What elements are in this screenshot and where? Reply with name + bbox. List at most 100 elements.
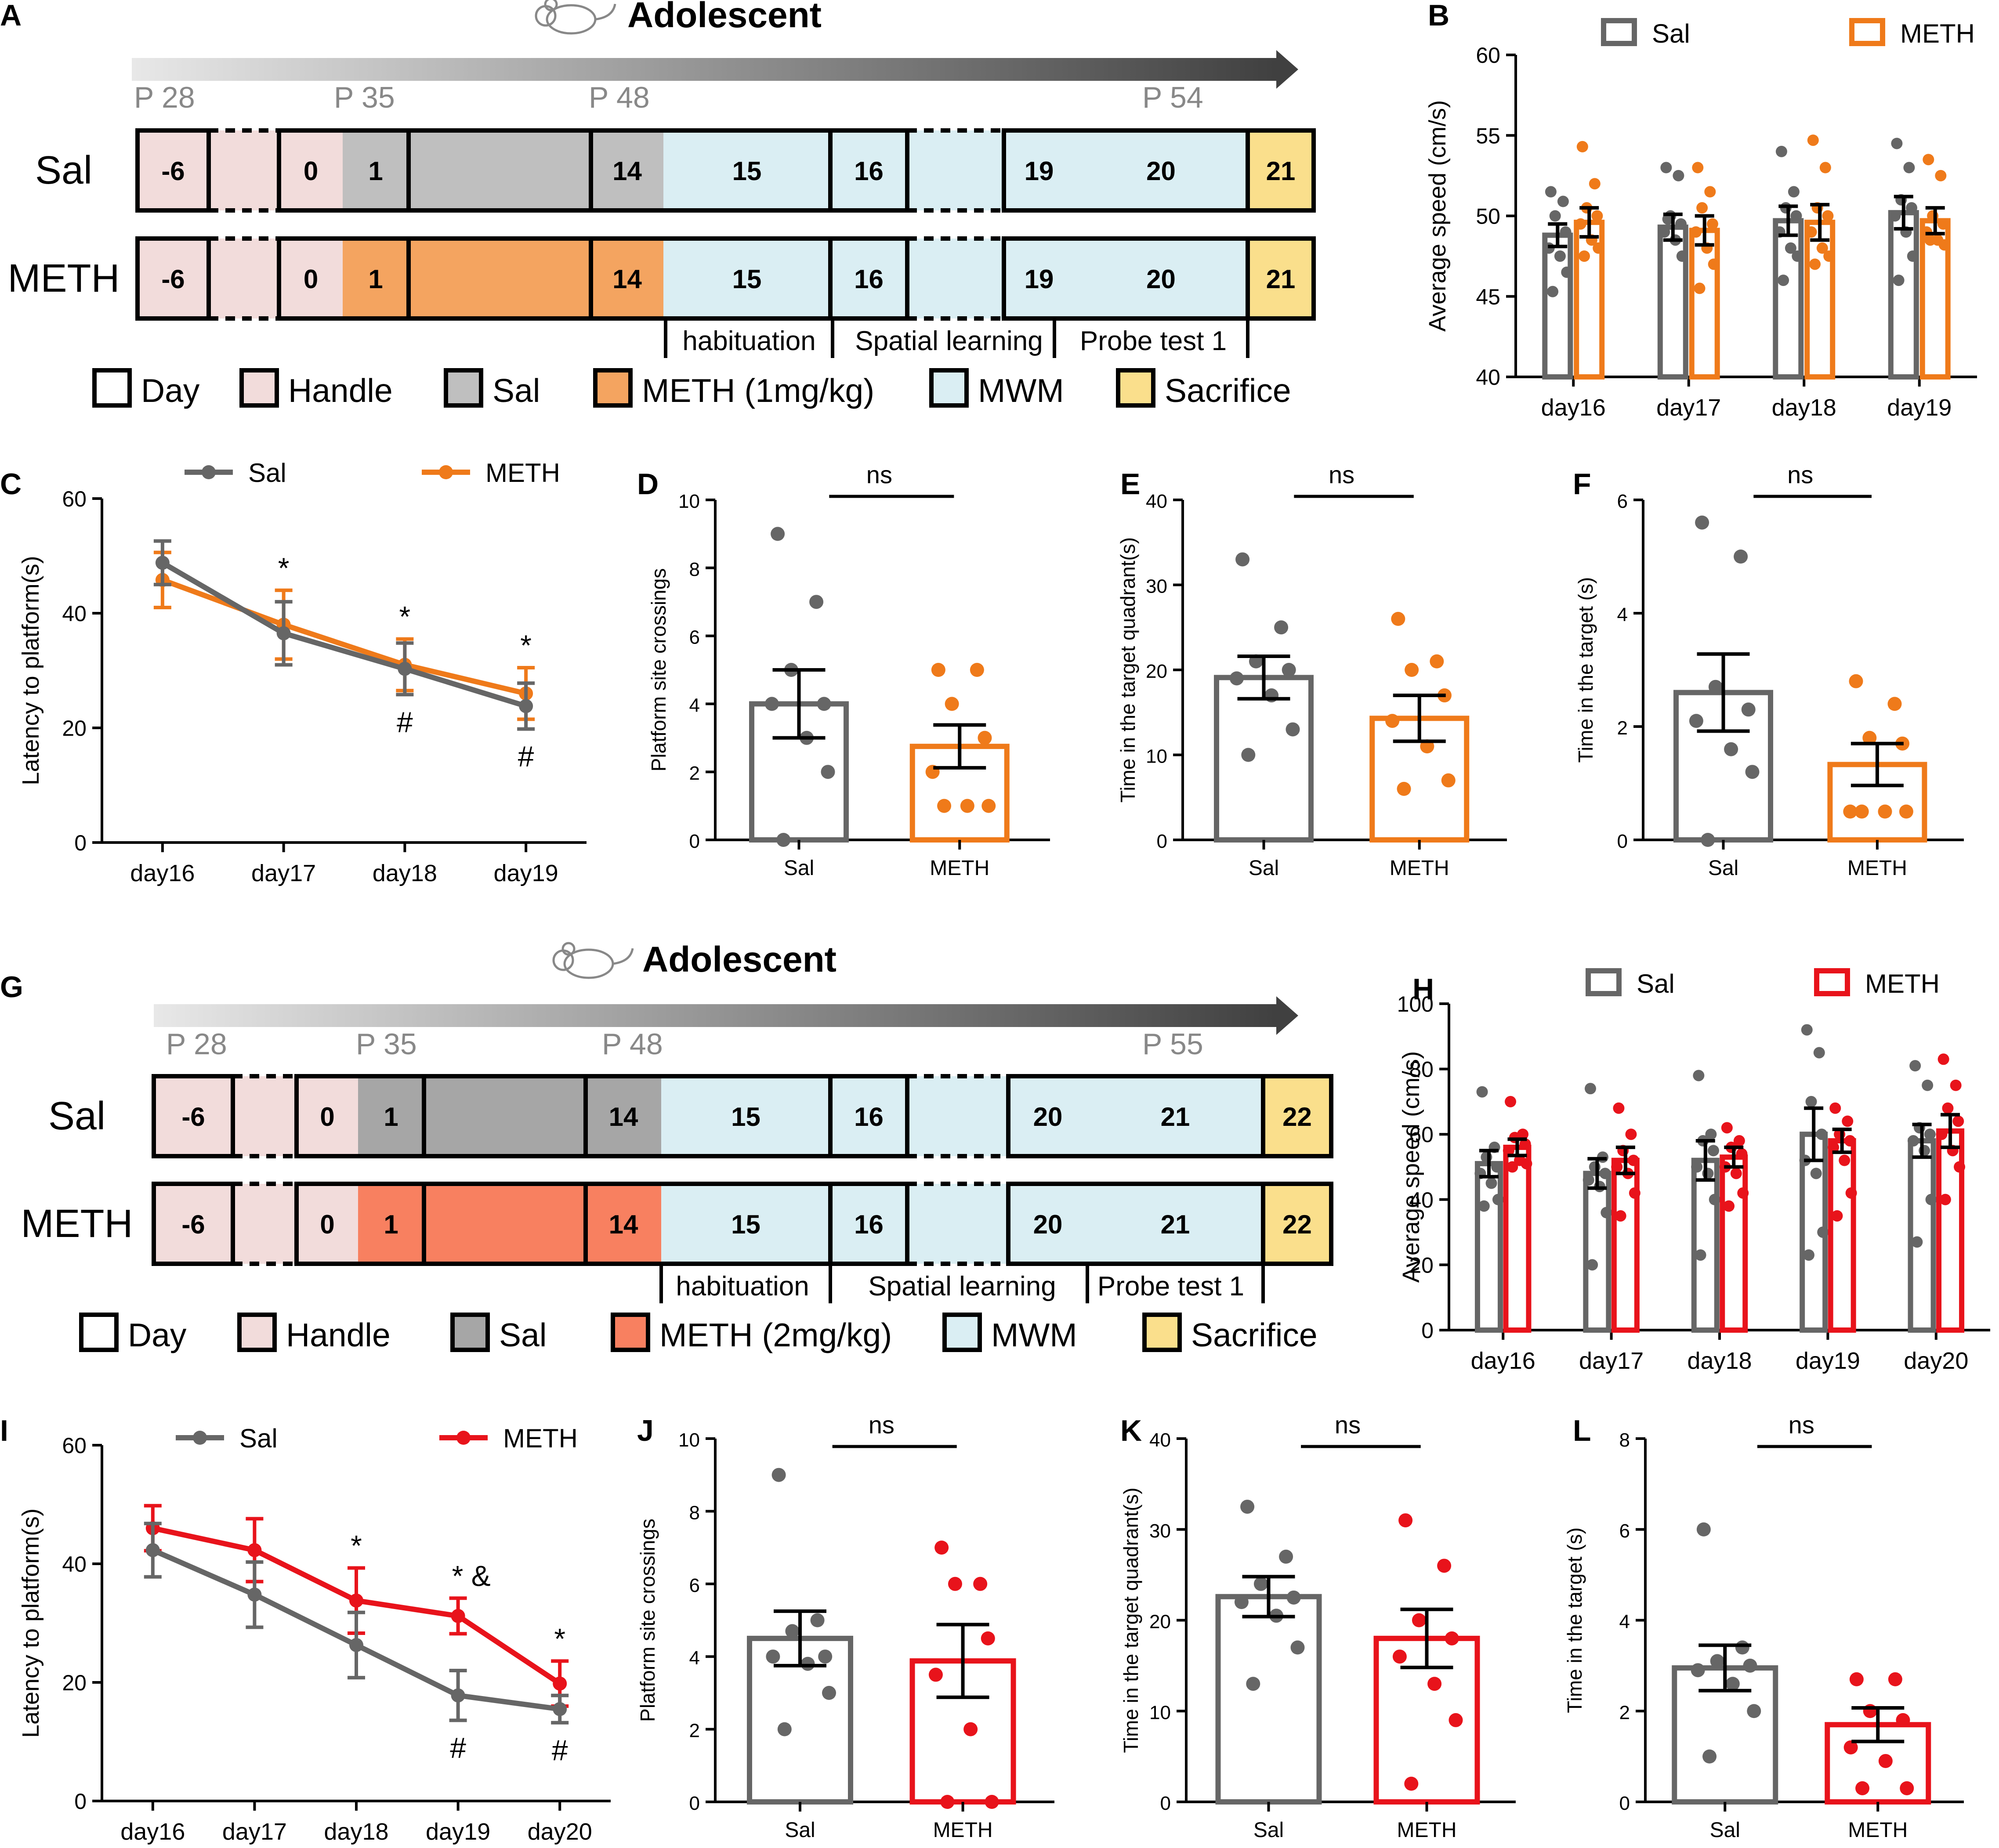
data-point: [1788, 186, 1800, 198]
data-point: [1710, 1654, 1724, 1668]
x-tick-label: Sal: [784, 857, 814, 880]
panel-letter-c: C: [0, 467, 22, 501]
data-point: [1922, 1079, 1934, 1091]
timeline-cell: [1074, 130, 1248, 210]
data-point: [1385, 714, 1400, 728]
x-tick-label: day18: [1687, 1348, 1752, 1374]
data-point: [1809, 258, 1821, 270]
data-point: [1673, 170, 1684, 181]
legend-label: METH: [1900, 19, 1975, 48]
data-point: [1503, 1145, 1514, 1157]
day-number: 1: [368, 156, 383, 186]
data-point: [1397, 781, 1411, 796]
legend-label: Sal: [499, 1316, 547, 1353]
x-tick-label: Sal: [1710, 1819, 1740, 1842]
day-number: 19: [1025, 264, 1054, 294]
significance-label: ns: [1329, 461, 1354, 488]
mouse-ear: [544, 0, 558, 11]
chart-j-platform-crossings: 0 2 4 6 8 10 Platform site crossings Sal METH ns: [636, 1411, 1054, 1842]
timeline-cell: [154, 1076, 233, 1156]
bar: [1936, 1128, 1965, 1333]
data-point: [1696, 202, 1708, 214]
data-point: [945, 697, 959, 711]
data-point: [1745, 765, 1760, 779]
timeline-cell: [1074, 239, 1248, 318]
legend-label: Handle: [288, 372, 393, 409]
timeline-cell: [209, 239, 279, 318]
data-point: [1693, 1070, 1705, 1081]
data-point: [1625, 1128, 1637, 1140]
timeline-cell: [233, 1184, 297, 1264]
timeline-cell: [343, 239, 409, 318]
legend-swatch: [450, 1313, 490, 1352]
data-point: [1792, 250, 1803, 262]
timeline-cell: [907, 130, 1004, 210]
y-axis-title: Platform site crossings: [647, 568, 670, 772]
data-point: [1817, 1226, 1829, 1238]
timeline-cell: [279, 239, 343, 318]
data-point: [247, 1543, 262, 1557]
x-tick-label: day17: [1656, 394, 1721, 421]
panel-letter-l: L: [1573, 1414, 1591, 1447]
y-tick-label: 40: [1476, 365, 1500, 390]
data-point: [776, 833, 791, 847]
data-point: [1911, 1236, 1923, 1248]
y-tick-label: 2: [689, 1720, 700, 1742]
data-point: [1805, 226, 1817, 238]
row-label: Sal: [35, 148, 92, 192]
data-point: [247, 1588, 262, 1602]
data-point: [1491, 1161, 1503, 1173]
data-point: [1404, 1776, 1419, 1791]
data-point: [1246, 1677, 1260, 1691]
y-tick-label: 40: [1146, 491, 1167, 512]
data-point: [1721, 1122, 1733, 1134]
day-number: 20: [1033, 1210, 1063, 1239]
schematic-title: Adolescent: [627, 0, 822, 35]
data-point: [1412, 1613, 1426, 1627]
timeline-cell: [1004, 239, 1074, 318]
significance-label: ns: [1789, 1411, 1814, 1439]
data-point: [1807, 134, 1819, 146]
x-tick-label: Sal: [1708, 857, 1738, 880]
significance-mark: *: [351, 1529, 362, 1562]
x-tick-label: Sal: [785, 1819, 815, 1842]
legend-swatch: [79, 1313, 119, 1352]
age-label: P 35: [356, 1027, 417, 1061]
data-point: [1810, 1168, 1822, 1179]
data-point: [1229, 671, 1244, 686]
panel-letter-j: J: [637, 1414, 654, 1447]
data-point: [1274, 620, 1289, 635]
data-point: [1705, 1128, 1717, 1140]
day-number: 21: [1161, 1210, 1190, 1239]
data-point: [1589, 178, 1601, 190]
y-tick-label: 4: [1617, 604, 1628, 626]
x-tick-label: day17: [222, 1819, 287, 1845]
data-point: [1785, 242, 1796, 254]
data-point: [1692, 162, 1704, 174]
panel-letter-h: H: [1412, 973, 1434, 1006]
y-tick-label: 6: [689, 627, 700, 648]
data-point: [1579, 250, 1590, 262]
data-point: [1936, 1128, 1948, 1140]
legend-label: Sal: [493, 372, 540, 409]
data-point: [1708, 680, 1723, 694]
legend-label: Sal: [239, 1424, 278, 1453]
panel-letter-d: D: [637, 467, 659, 501]
data-point: [1893, 275, 1905, 286]
day-number: 15: [731, 1102, 760, 1132]
data-point: [785, 1624, 800, 1638]
data-point: [1801, 1024, 1813, 1036]
data-point: [800, 1656, 815, 1671]
x-tick-label: day16: [1471, 1348, 1535, 1374]
timeline-cell: [343, 130, 409, 210]
significance-mark: * &: [452, 1559, 491, 1592]
day-number: -6: [181, 1210, 205, 1239]
data-point: [1695, 515, 1709, 530]
day-number: -6: [161, 264, 185, 294]
data-point: [1584, 1083, 1596, 1095]
data-point: [1628, 1154, 1640, 1166]
legend-marker: [456, 1431, 471, 1445]
legend-label: MWM: [978, 372, 1064, 409]
y-tick-label: 6: [689, 1575, 700, 1596]
data-point: [1724, 742, 1738, 756]
